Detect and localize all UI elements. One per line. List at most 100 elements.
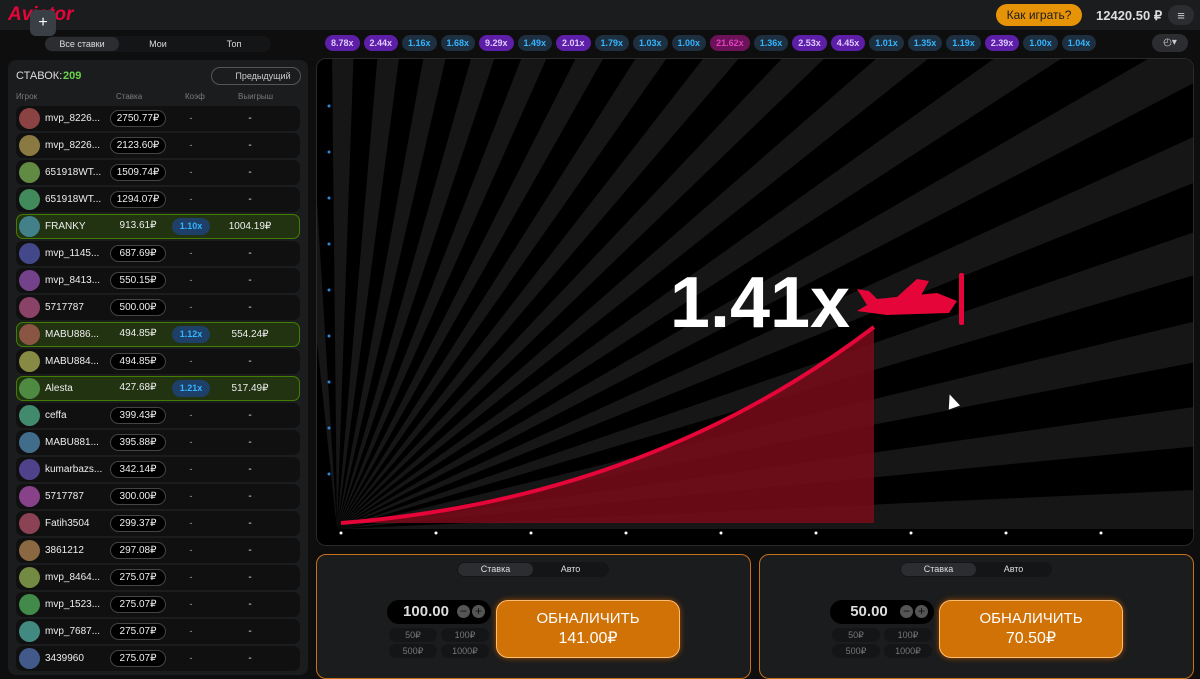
axis-dot — [327, 472, 331, 476]
amount: 100.00 — [403, 603, 449, 620]
coef: 1.21x — [172, 380, 210, 397]
panel-tab[interactable]: Авто — [1003, 564, 1024, 574]
player-name: 3861212 — [45, 545, 84, 556]
history-chip: 2.39x — [984, 35, 1020, 51]
plus-button[interactable]: + — [915, 605, 928, 618]
ray — [337, 59, 603, 529]
ray — [337, 59, 399, 529]
avatar — [19, 405, 40, 426]
quick-amount[interactable]: 100₽ — [884, 628, 932, 642]
minus-button[interactable]: − — [900, 605, 913, 618]
avatar — [19, 459, 40, 480]
player-name: kumarbazs... — [45, 464, 103, 475]
quick-amount[interactable]: 50₽ — [389, 628, 437, 642]
cashout-amount: 70.50₽ — [1005, 630, 1057, 647]
coef: - — [189, 491, 193, 501]
axis-dot — [327, 150, 331, 154]
quick-amount[interactable]: 1000₽ — [884, 644, 932, 658]
ray — [337, 59, 1193, 529]
history-chip: 1.00x — [1023, 35, 1058, 51]
bet-amount: 342.14₽ — [110, 461, 166, 478]
axis-dot — [327, 288, 331, 292]
quick-amount[interactable]: 100₽ — [441, 628, 489, 642]
history-chip: 4.45x — [830, 35, 866, 51]
coef: - — [189, 464, 193, 474]
coef: - — [189, 194, 193, 204]
player-name: Fatih3504 — [45, 518, 90, 529]
cashout-button[interactable] — [939, 600, 1123, 658]
avatar — [19, 243, 40, 264]
quick-amount[interactable]: 500₽ — [389, 644, 437, 658]
flight-area — [341, 327, 874, 523]
avatar — [19, 378, 40, 399]
panel-tab[interactable]: Авто — [560, 564, 581, 574]
bet-amount: 687.69₽ — [110, 245, 166, 262]
avatar — [19, 270, 40, 291]
bet-row-won — [16, 214, 300, 239]
ray — [337, 59, 547, 529]
menu-button[interactable]: ≡ — [1168, 5, 1194, 25]
panel-tab[interactable]: Ставка — [901, 563, 976, 576]
bet-amount: 297.08₽ — [110, 542, 166, 559]
win: - — [248, 167, 252, 178]
ray — [332, 59, 354, 529]
avatar — [19, 567, 40, 588]
avatar — [19, 648, 40, 669]
game-area — [316, 58, 1194, 546]
ray — [337, 232, 1193, 529]
help-button[interactable]: Как играть? — [996, 4, 1082, 26]
bet-amount: 1509.74₽ — [110, 164, 166, 181]
ray — [337, 59, 1061, 529]
coef: - — [189, 140, 193, 150]
previous-button[interactable]: Предыдущий — [211, 67, 301, 85]
avatar — [19, 621, 40, 642]
history-chip: 1.16x — [402, 35, 437, 51]
column-header: Коэф — [185, 92, 205, 101]
avatar — [19, 108, 40, 129]
win: - — [248, 464, 252, 475]
win: - — [248, 491, 252, 502]
minus-button[interactable]: − — [457, 605, 470, 618]
bet-amount: 494.85₽ — [110, 353, 166, 370]
avatar — [19, 351, 40, 372]
avatar — [19, 432, 40, 453]
bets-tab[interactable]: Мои — [149, 39, 167, 49]
bets-tab[interactable]: Топ — [226, 39, 242, 49]
coef: 1.10x — [172, 218, 210, 235]
balance: 12420.50 ₽ — [1096, 8, 1163, 23]
plus-button[interactable]: + — [472, 605, 485, 618]
history-chip: 1.00x — [671, 35, 706, 51]
win: 554.24₽ — [231, 329, 269, 340]
axis-dot — [327, 334, 331, 338]
bet-amount: 1294.07₽ — [110, 191, 166, 208]
ray — [337, 137, 1193, 529]
quick-amount[interactable]: 50₽ — [832, 628, 880, 642]
player-name: mvp_8464... — [45, 572, 101, 583]
plane — [857, 273, 964, 325]
win: - — [248, 437, 252, 448]
bet-amount: 399.43₽ — [110, 407, 166, 424]
bet-amount: 299.37₽ — [110, 515, 166, 532]
player-name: Alesta — [45, 383, 73, 394]
coef: - — [189, 113, 193, 123]
win: - — [248, 248, 252, 259]
bet-row-won — [16, 322, 300, 347]
bets-tab[interactable]: Все ставки — [45, 37, 119, 51]
history-button[interactable]: ◴▾ — [1152, 34, 1188, 52]
win: - — [248, 275, 252, 286]
quick-amount[interactable]: 1000₽ — [441, 644, 489, 658]
cashout-button[interactable] — [496, 600, 680, 658]
win: - — [248, 194, 252, 205]
history-chip: 1.01x — [869, 35, 904, 51]
coef: 1.12x — [172, 326, 210, 343]
quick-amount[interactable]: 500₽ — [832, 644, 880, 658]
expand-icon[interactable]: + — [30, 10, 56, 36]
avatar — [19, 297, 40, 318]
history-chip: 2.01x — [556, 35, 591, 51]
player-name: 651918WT... — [45, 194, 102, 205]
player-name: ceffa — [45, 410, 67, 421]
win: - — [248, 599, 252, 610]
panel-tab[interactable]: Ставка — [458, 563, 533, 576]
axis-dot — [339, 531, 343, 535]
